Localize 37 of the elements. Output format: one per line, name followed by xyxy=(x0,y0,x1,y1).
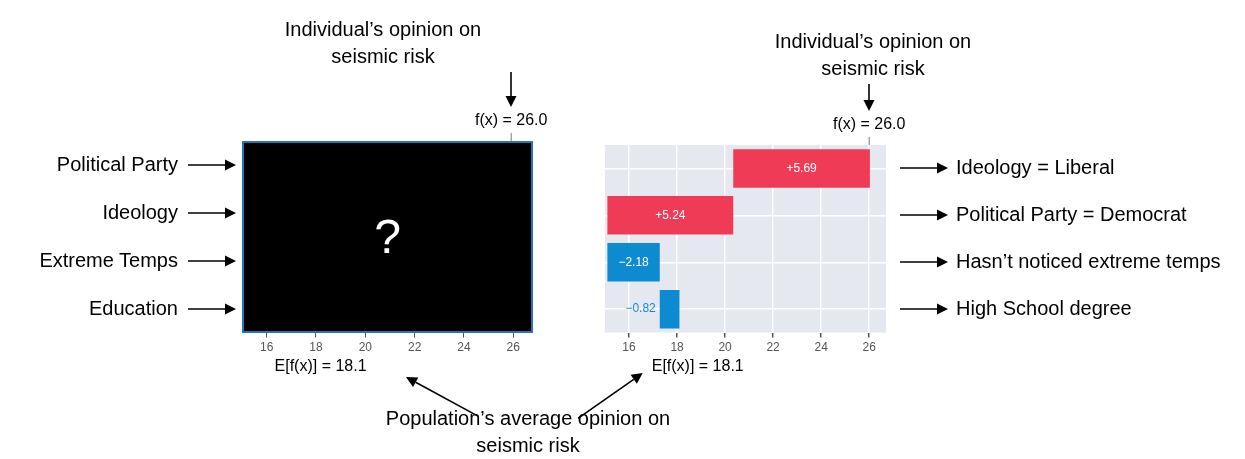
x-tick-label: 22 xyxy=(766,340,781,355)
x-tick-label: 18 xyxy=(309,340,323,355)
bar xyxy=(607,243,660,282)
y-tick-label: Political Party xyxy=(56,151,178,177)
y-tick-label: Ideology = Liberal xyxy=(956,155,1115,181)
x-tick-label: 26 xyxy=(506,340,521,355)
text: E[f(x)] = 18.1 xyxy=(274,357,367,375)
data-label: −2.18 xyxy=(618,254,650,269)
y-tick-label: Extreme Temps xyxy=(39,247,178,273)
text: f(x) = 26.0 xyxy=(474,111,548,129)
data-label: −0.82 xyxy=(625,301,657,316)
text: Population’s average opinion on seismic risk xyxy=(384,406,672,458)
bar xyxy=(607,196,734,235)
x-tick-label: 22 xyxy=(407,340,422,355)
y-tick-label: Education xyxy=(89,295,178,321)
text: Individual’s opinion on seismic risk xyxy=(773,29,973,81)
x-tick-label: 24 xyxy=(814,340,829,355)
data-label: +5.24 xyxy=(655,207,686,222)
text: E[f(x)] = 18.1 xyxy=(651,357,744,375)
y-tick-label: High School degree xyxy=(956,296,1132,322)
y-tick-label: Hasn’t noticed extreme temps xyxy=(956,249,1221,275)
x-tick-label: 18 xyxy=(670,340,685,355)
x-tick-label: 20 xyxy=(358,340,373,355)
y-tick-label: Ideology xyxy=(102,199,178,225)
x-tick-label: 16 xyxy=(259,340,274,355)
y-tick-label: Political Party = Democrat xyxy=(956,202,1187,228)
question-box: ? xyxy=(242,141,533,333)
bar xyxy=(733,149,870,188)
x-tick-label: 20 xyxy=(718,340,733,355)
x-tick-label: 24 xyxy=(457,340,471,355)
annotation: ? xyxy=(374,209,401,265)
x-tick-label: 26 xyxy=(862,340,877,355)
annotation: f(x) = 26.0 xyxy=(832,115,906,133)
x-tick-label: 16 xyxy=(622,340,637,355)
bar xyxy=(659,289,680,329)
text: Individual’s opinion on seismic risk xyxy=(283,17,483,69)
data-label: +5.69 xyxy=(786,160,818,175)
